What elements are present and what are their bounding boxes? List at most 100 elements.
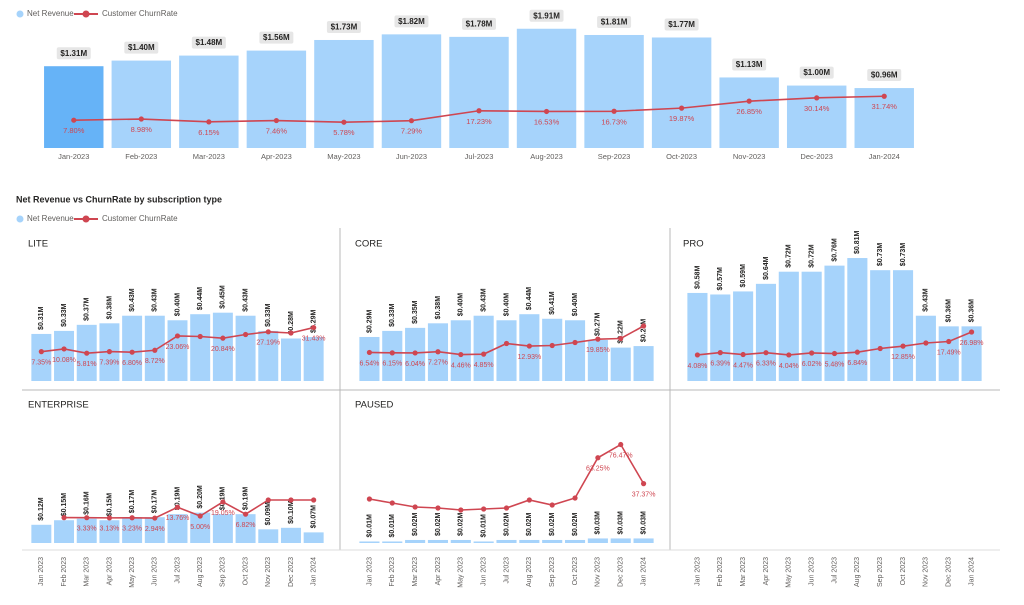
panel-title: PRO <box>683 239 704 250</box>
churn-label: 12.85% <box>891 354 915 361</box>
revenue-bar <box>235 315 256 381</box>
churn-point <box>71 117 77 123</box>
revenue-bar <box>519 539 540 543</box>
churn-point <box>526 343 532 349</box>
churn-point <box>129 515 135 521</box>
revenue-label: $0.40M <box>572 293 579 317</box>
churn-label: 17.23% <box>466 117 492 126</box>
legend-swatch <box>82 215 90 223</box>
revenue-bar <box>212 312 233 381</box>
revenue-label: $0.59M <box>740 264 747 288</box>
churn-point <box>435 505 441 511</box>
x-tick-label: Dec 2023 <box>288 557 295 587</box>
revenue-label: $0.02M <box>435 512 442 536</box>
churn-label: 17.49% <box>937 349 961 356</box>
revenue-label: $0.40M <box>503 293 510 317</box>
revenue-bar <box>280 527 301 543</box>
churn-label: 7.80% <box>63 126 85 135</box>
revenue-label: $1.48M <box>196 38 223 47</box>
x-tick-label: May 2023 <box>458 557 465 588</box>
churn-label: 63.25% <box>586 466 610 473</box>
revenue-label: $1.81M <box>601 18 628 27</box>
churn-point <box>174 333 181 339</box>
x-tick-label: Sep 2023 <box>220 557 227 587</box>
churn-point <box>106 349 113 355</box>
x-tick-label: Aug-2023 <box>530 152 563 161</box>
value-label-box <box>259 31 294 44</box>
revenue-label: $0.16M <box>84 491 91 515</box>
churn-label: 19.85% <box>586 347 610 354</box>
revenue-label: $0.28M <box>288 311 295 335</box>
churn-label: 4.85% <box>474 362 494 369</box>
churn-label: 3.23% <box>122 526 142 533</box>
churn-point <box>197 513 203 519</box>
x-tick-label: Jul-2023 <box>465 152 494 161</box>
x-tick-label: Mar-2023 <box>193 152 225 161</box>
x-tick-label: Sep 2023 <box>877 557 884 587</box>
churn-point <box>366 349 373 356</box>
revenue-label: $0.15M <box>61 493 68 517</box>
revenue-label: $0.73M <box>877 243 884 267</box>
revenue-bar <box>122 315 143 381</box>
churn-point <box>174 504 181 510</box>
revenue-bar <box>610 347 631 381</box>
revenue-label: $0.02M <box>503 512 510 536</box>
churn-point <box>900 343 906 349</box>
revenue-label: $0.37M <box>84 297 91 321</box>
churn-point <box>152 515 158 521</box>
revenue-bar <box>473 315 494 381</box>
churn-point <box>311 497 317 503</box>
revenue-label: $0.03M <box>595 511 602 535</box>
churn-label: 7.27% <box>428 360 448 367</box>
revenue-label: $1.82M <box>398 17 425 26</box>
revenue-bar <box>449 36 509 148</box>
revenue-label: $0.40M <box>458 293 465 317</box>
revenue-bar <box>564 320 586 381</box>
revenue-bar <box>847 258 868 381</box>
churn-label: 4.04% <box>779 363 799 370</box>
churn-label: 27.19% <box>256 340 280 347</box>
revenue-label: $0.33M <box>389 303 396 327</box>
revenue-bar <box>719 77 779 148</box>
churn-label: 5.81% <box>77 361 97 368</box>
churn-label: 30.14% <box>804 104 830 113</box>
revenue-label: $0.27M <box>595 312 602 336</box>
x-tick-label: Jan 2023 <box>38 557 45 586</box>
churn-point <box>366 496 373 502</box>
churn-point <box>242 511 249 517</box>
revenue-bar <box>258 529 279 543</box>
revenue-bar <box>496 539 517 543</box>
x-tick-label: Jan-2023 <box>58 152 89 161</box>
churn-point <box>481 351 487 357</box>
panel-title: CORE <box>355 239 382 250</box>
x-tick-label: May-2023 <box>327 152 360 161</box>
x-tick-label: Feb 2023 <box>61 557 68 587</box>
churn-point <box>288 330 294 336</box>
revenue-bar <box>359 541 380 543</box>
churn-point <box>694 352 701 358</box>
revenue-label: $0.19M <box>220 487 227 511</box>
churn-point <box>595 455 601 461</box>
revenue-bar <box>755 283 777 381</box>
panel-title: PAUSED <box>355 400 394 411</box>
churn-point <box>763 350 769 356</box>
value-label-box <box>732 58 767 71</box>
revenue-label: $0.02M <box>572 512 579 536</box>
revenue-bar <box>144 517 165 543</box>
revenue-bar <box>235 514 256 543</box>
revenue-bar <box>303 532 324 543</box>
churn-point <box>809 350 815 356</box>
churn-point <box>84 350 90 356</box>
churn-point <box>679 105 685 111</box>
revenue-label: $1.77M <box>668 20 695 29</box>
x-tick-label: Oct 2023 <box>900 557 907 586</box>
x-tick-label: Jan 2024 <box>310 557 317 586</box>
churn-point <box>412 504 418 510</box>
revenue-label: $0.33M <box>265 303 272 327</box>
revenue-bar <box>542 539 563 543</box>
churn-label: 7.35% <box>31 359 51 366</box>
revenue-label: $0.36M <box>968 299 975 323</box>
revenue-bar <box>587 538 608 543</box>
revenue-label: $0.96M <box>871 71 898 80</box>
